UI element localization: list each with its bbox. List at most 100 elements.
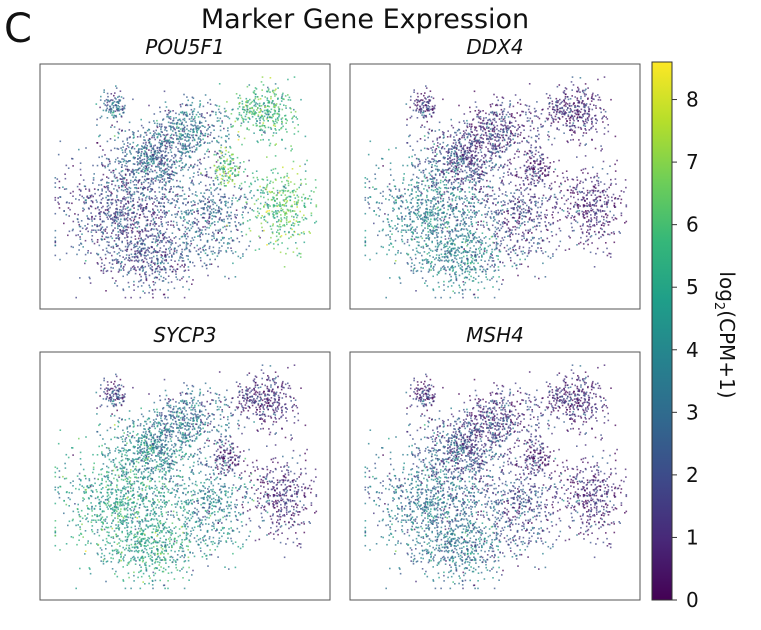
cell-point <box>114 184 117 187</box>
cell-point <box>106 250 108 252</box>
cell-point <box>297 233 299 236</box>
cell-point <box>301 216 304 219</box>
cell-point <box>464 138 466 141</box>
cell-point <box>434 164 436 167</box>
cell-point <box>106 101 109 104</box>
cell-point <box>87 250 89 252</box>
cell-point <box>143 152 145 155</box>
cell-point <box>462 281 465 283</box>
cell-point <box>152 130 155 132</box>
cell-point <box>205 233 207 235</box>
cell-point <box>454 247 456 249</box>
cell-point <box>461 241 463 243</box>
cell-point <box>143 161 145 163</box>
cell-point <box>210 131 212 134</box>
cell-point <box>149 183 152 185</box>
cell-point <box>153 211 155 213</box>
cell-point <box>414 154 416 156</box>
cell-point <box>251 209 253 211</box>
cell-point <box>99 213 101 215</box>
cell-point <box>412 233 414 235</box>
cell-point <box>256 103 259 105</box>
cell-point <box>431 178 433 181</box>
cell-point <box>211 140 213 143</box>
cell-point <box>171 126 173 129</box>
cell-point <box>401 218 403 220</box>
cell-point <box>429 220 432 223</box>
cell-point <box>266 156 268 158</box>
cell-point <box>184 152 186 155</box>
cell-point <box>293 216 295 218</box>
cell-point <box>127 202 130 205</box>
cell-point <box>274 105 276 107</box>
cell-point <box>392 210 394 212</box>
cell-point <box>211 222 214 224</box>
cell-point <box>441 266 444 268</box>
cell-point <box>450 238 452 240</box>
cell-point <box>158 141 160 144</box>
cell-point <box>278 113 280 115</box>
cell-point <box>230 237 232 239</box>
cell-point <box>433 205 436 208</box>
cell-point <box>175 186 178 188</box>
cell-point <box>277 220 280 223</box>
cell-point <box>459 185 461 187</box>
cell-point <box>107 195 110 197</box>
cell-point <box>164 126 166 128</box>
cell-point <box>282 208 284 211</box>
cell-point <box>433 265 435 268</box>
cell-point <box>125 197 127 199</box>
cell-point <box>77 213 79 216</box>
cell-point <box>395 147 397 149</box>
cell-point <box>146 224 148 227</box>
cell-point <box>267 120 269 122</box>
cell-point <box>436 234 438 236</box>
cell-point <box>266 108 269 111</box>
cell-point <box>418 198 420 201</box>
cell-point <box>112 245 114 248</box>
cell-point <box>195 134 197 137</box>
cell-point <box>475 260 478 262</box>
cell-point <box>464 251 467 253</box>
cell-point <box>230 247 232 249</box>
cell-point <box>234 165 236 167</box>
cell-point <box>197 116 200 118</box>
cell-point <box>182 145 185 147</box>
cell-point <box>283 230 286 233</box>
cell-point <box>218 83 221 85</box>
cell-point <box>315 204 318 206</box>
cell-point <box>115 210 117 213</box>
cell-point <box>436 239 438 242</box>
cell-point <box>421 183 423 186</box>
cell-point <box>153 201 155 203</box>
cell-point <box>157 239 160 242</box>
cell-point <box>231 197 234 199</box>
cell-point <box>225 185 227 187</box>
cell-point <box>65 188 68 190</box>
cell-point <box>295 220 298 222</box>
cell-point <box>372 186 374 188</box>
cell-point <box>431 200 433 202</box>
cell-point <box>471 241 473 243</box>
cell-point <box>156 197 158 199</box>
cell-point <box>491 277 493 280</box>
cell-point <box>152 281 155 283</box>
cell-point <box>100 211 102 213</box>
cell-point <box>202 246 204 249</box>
cell-point <box>431 181 433 183</box>
cell-point <box>263 187 266 189</box>
cell-point <box>158 125 161 127</box>
cell-point <box>127 188 129 191</box>
cell-point <box>212 183 215 185</box>
cell-point <box>54 240 57 242</box>
cell-point <box>266 191 269 193</box>
cell-point <box>468 231 471 233</box>
cell-point <box>90 231 93 233</box>
cell-point <box>263 229 265 232</box>
cell-point <box>389 230 392 232</box>
cell-point <box>434 249 437 252</box>
cell-point <box>461 293 464 295</box>
cell-point <box>133 147 136 150</box>
cell-point <box>116 179 119 181</box>
cell-point <box>492 286 494 288</box>
